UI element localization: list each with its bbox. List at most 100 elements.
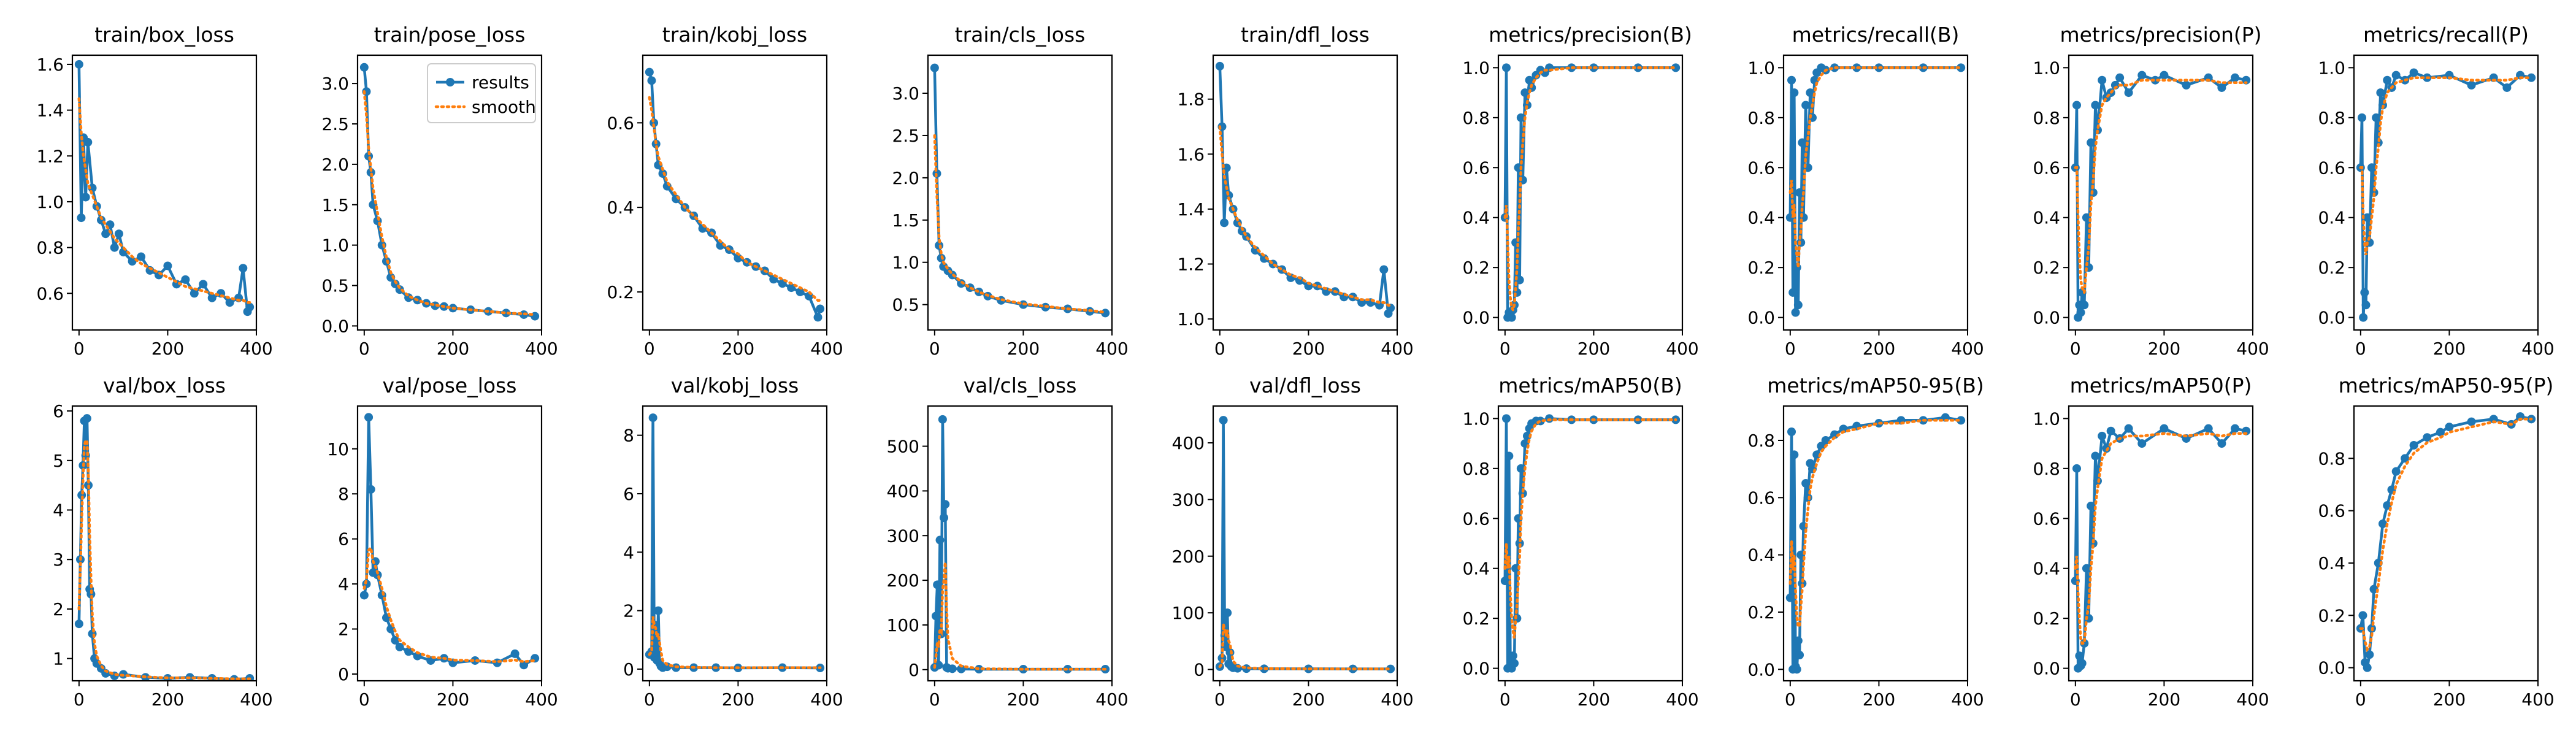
y-tick-label: 2.0 bbox=[321, 155, 349, 175]
results-point bbox=[502, 309, 511, 318]
results-point bbox=[207, 293, 217, 302]
x-tick-label: 400 bbox=[1381, 689, 1413, 710]
results-point bbox=[654, 606, 663, 615]
legend: results smooth bbox=[427, 63, 536, 123]
x-tick-label: 200 bbox=[1292, 339, 1325, 359]
results-point bbox=[647, 76, 656, 85]
x-tick-label: 200 bbox=[151, 689, 184, 710]
axes-frame bbox=[1782, 54, 1969, 331]
results-point bbox=[2087, 138, 2096, 147]
y-tick-label: 2 bbox=[53, 599, 64, 619]
y-tick-label: 3.0 bbox=[321, 74, 349, 94]
subplot-title: metrics/mAP50-95(B) bbox=[1767, 374, 1984, 397]
results-point bbox=[2106, 426, 2115, 435]
y-tick-label: 0.6 bbox=[1747, 158, 1775, 178]
results-line bbox=[1218, 66, 1392, 315]
x-tick-label: 0 bbox=[359, 689, 370, 710]
smooth-line bbox=[1788, 419, 1963, 628]
results-point bbox=[1787, 75, 1796, 85]
smooth-line bbox=[1218, 125, 1392, 307]
results-point bbox=[2242, 75, 2251, 85]
results-point bbox=[2137, 71, 2147, 80]
subplot-title: train/kobj_loss bbox=[662, 23, 807, 47]
y-tick-label: 0.2 bbox=[2318, 258, 2345, 278]
y-tick-label: 0.8 bbox=[1462, 108, 1490, 128]
x-tick-label: 400 bbox=[525, 339, 558, 359]
results-point bbox=[1220, 218, 1229, 228]
results-point bbox=[1785, 593, 1795, 602]
results-point bbox=[813, 313, 822, 322]
subplot-title: train/pose_loss bbox=[374, 23, 526, 47]
results-point bbox=[2365, 650, 2374, 659]
y-tick-label: 1.0 bbox=[2033, 58, 2060, 78]
subplot-13: val/dfl_loss 0 200 400 0 100 200 300 400 bbox=[1172, 374, 1414, 710]
results-point bbox=[1795, 188, 1804, 197]
results-point bbox=[2150, 75, 2160, 85]
subplot-6: metrics/recall(B) 0 200 400 0.0 0.2 0.4 0.6 0.8 1… bbox=[1747, 23, 1984, 359]
x-tick-label: 400 bbox=[240, 689, 272, 710]
results-point bbox=[1790, 450, 1799, 459]
results-point bbox=[163, 261, 172, 270]
x-tick-label: 400 bbox=[1095, 689, 1128, 710]
results-point bbox=[2087, 501, 2096, 510]
subplot-title: metrics/precision(B) bbox=[1489, 23, 1692, 47]
results-point bbox=[2409, 68, 2418, 77]
results-point bbox=[2401, 454, 2410, 463]
y-tick-label: 0.6 bbox=[1747, 488, 1775, 508]
y-tick-label: 200 bbox=[887, 570, 919, 591]
y-tick-label: 100 bbox=[1172, 603, 1205, 623]
x-tick-label: 200 bbox=[2148, 339, 2180, 359]
results-line bbox=[77, 416, 250, 681]
x-tick-label: 200 bbox=[2433, 689, 2466, 710]
subplot-1: train/pose_loss 0 200 400 0.0 0.5 1.0 1.5 2.0 2.5… bbox=[321, 23, 558, 359]
y-tick-label: 1.0 bbox=[892, 253, 919, 273]
results-line bbox=[933, 67, 1106, 315]
y-tick-label: 0.2 bbox=[1747, 258, 1775, 278]
x-tick-label: 200 bbox=[437, 339, 469, 359]
x-tick-label: 200 bbox=[1292, 689, 1325, 710]
subplot-title: train/box_loss bbox=[94, 23, 234, 47]
results-point bbox=[1793, 301, 1803, 310]
results-line bbox=[2359, 71, 2532, 319]
results-point bbox=[2075, 651, 2084, 661]
x-tick-label: 0 bbox=[644, 339, 655, 359]
y-tick-label: 0.4 bbox=[607, 197, 634, 218]
y-tick-label: 10 bbox=[327, 439, 349, 459]
y-tick-label: 1.0 bbox=[1462, 408, 1490, 429]
axes-frame bbox=[1497, 405, 1684, 682]
results-point bbox=[734, 253, 743, 263]
x-tick-label: 200 bbox=[1007, 339, 1040, 359]
y-tick-label: 1.0 bbox=[36, 192, 64, 212]
subplot-10: val/pose_loss 0 200 400 0 2 4 6 8 10 bbox=[327, 374, 558, 710]
results-point bbox=[2182, 80, 2191, 90]
y-tick-label: 1.5 bbox=[321, 195, 349, 215]
x-tick-label: 0 bbox=[2070, 339, 2081, 359]
results-point bbox=[1502, 63, 1511, 72]
results-point bbox=[519, 661, 529, 670]
results-point bbox=[2409, 441, 2418, 450]
y-tick-label: 300 bbox=[1172, 489, 1205, 510]
y-tick-label: 0.6 bbox=[2318, 501, 2345, 521]
y-tick-label: 5 bbox=[53, 451, 64, 471]
smooth-line bbox=[648, 616, 822, 669]
y-tick-label: 2 bbox=[623, 601, 634, 621]
results-point bbox=[470, 656, 480, 665]
axes-frame bbox=[2353, 54, 2539, 331]
y-tick-label: 1.4 bbox=[1177, 199, 1205, 220]
plot-area bbox=[359, 413, 540, 670]
results-point bbox=[110, 243, 119, 252]
smooth-line bbox=[933, 134, 1107, 314]
plot-area bbox=[2071, 424, 2251, 673]
subplot-3: train/cls_loss 0 200 400 0.5 1.0 1.5 2.0 2.5 3.0 bbox=[892, 23, 1128, 359]
results-point bbox=[74, 59, 83, 69]
y-tick-label: 200 bbox=[1172, 546, 1205, 567]
results-point bbox=[1217, 654, 1227, 663]
y-tick-label: 0.6 bbox=[2033, 508, 2060, 529]
y-tick-label: 1.6 bbox=[1177, 144, 1205, 164]
results-point bbox=[366, 485, 375, 494]
x-tick-label: 200 bbox=[1863, 689, 1895, 710]
y-tick-label: 0.8 bbox=[1747, 108, 1775, 128]
results-point bbox=[662, 662, 672, 672]
results-point bbox=[2098, 75, 2107, 85]
x-tick-label: 200 bbox=[1577, 339, 1610, 359]
